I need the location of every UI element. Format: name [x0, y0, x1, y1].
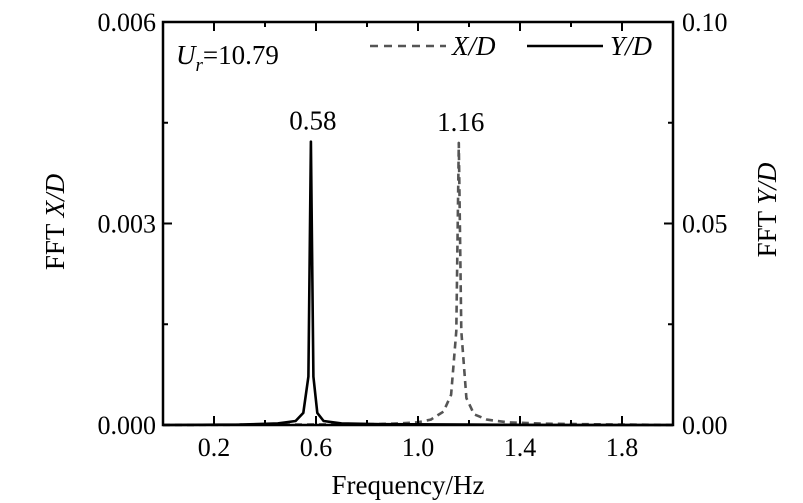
y-right-axis-title: FFT Y/D [752, 162, 782, 257]
ur-annotation: Ur=10.79 [176, 40, 279, 76]
peak-label: 1.16 [437, 107, 484, 137]
x-axis-title: Frequency/Hz [332, 470, 485, 500]
y-right-title-italic: Y/D [752, 162, 782, 205]
y-left-tick-label: 0.003 [98, 210, 157, 239]
y-left-axis-title: FFT X/D [40, 173, 70, 270]
series-layer: 0.58 1.16 [162, 106, 674, 427]
y-right-tick-label: 0.10 [682, 8, 728, 37]
x-tick-label: 1.0 [402, 433, 435, 462]
series-line-yd [162, 140, 673, 427]
series-line-xd [162, 141, 674, 427]
x-tick-label: 0.2 [198, 433, 231, 462]
y-left-title-prefix: FFT [40, 217, 70, 270]
x-tick-label: 1.8 [606, 433, 639, 462]
legend-label-xd: X/D [451, 31, 496, 61]
legend-label-yd: Y/D [610, 31, 653, 61]
y-right-tick-label: 0.05 [682, 210, 728, 239]
ur-symbol: U [176, 40, 197, 70]
ticks-layer: 0.2 0.6 1.0 1.4 1.8 0.000 0.003 0.006 0.00 0.05 0.… [98, 8, 728, 462]
peak-label: 0.58 [289, 106, 336, 136]
y-left-tick-label: 0.006 [98, 8, 157, 37]
legend: X/D Y/D [370, 31, 653, 61]
y-right-tick-label: 0.00 [682, 411, 728, 440]
y-right-title-prefix: FFT [752, 205, 782, 258]
ur-value: =10.79 [203, 40, 279, 70]
y-left-title-italic: X/D [40, 173, 70, 218]
x-tick-label: 1.4 [504, 433, 537, 462]
y-left-tick-label: 0.000 [98, 411, 157, 440]
plot-frame [161, 20, 675, 427]
ur-subscript: r [196, 55, 204, 76]
x-tick-label: 0.6 [300, 433, 333, 462]
